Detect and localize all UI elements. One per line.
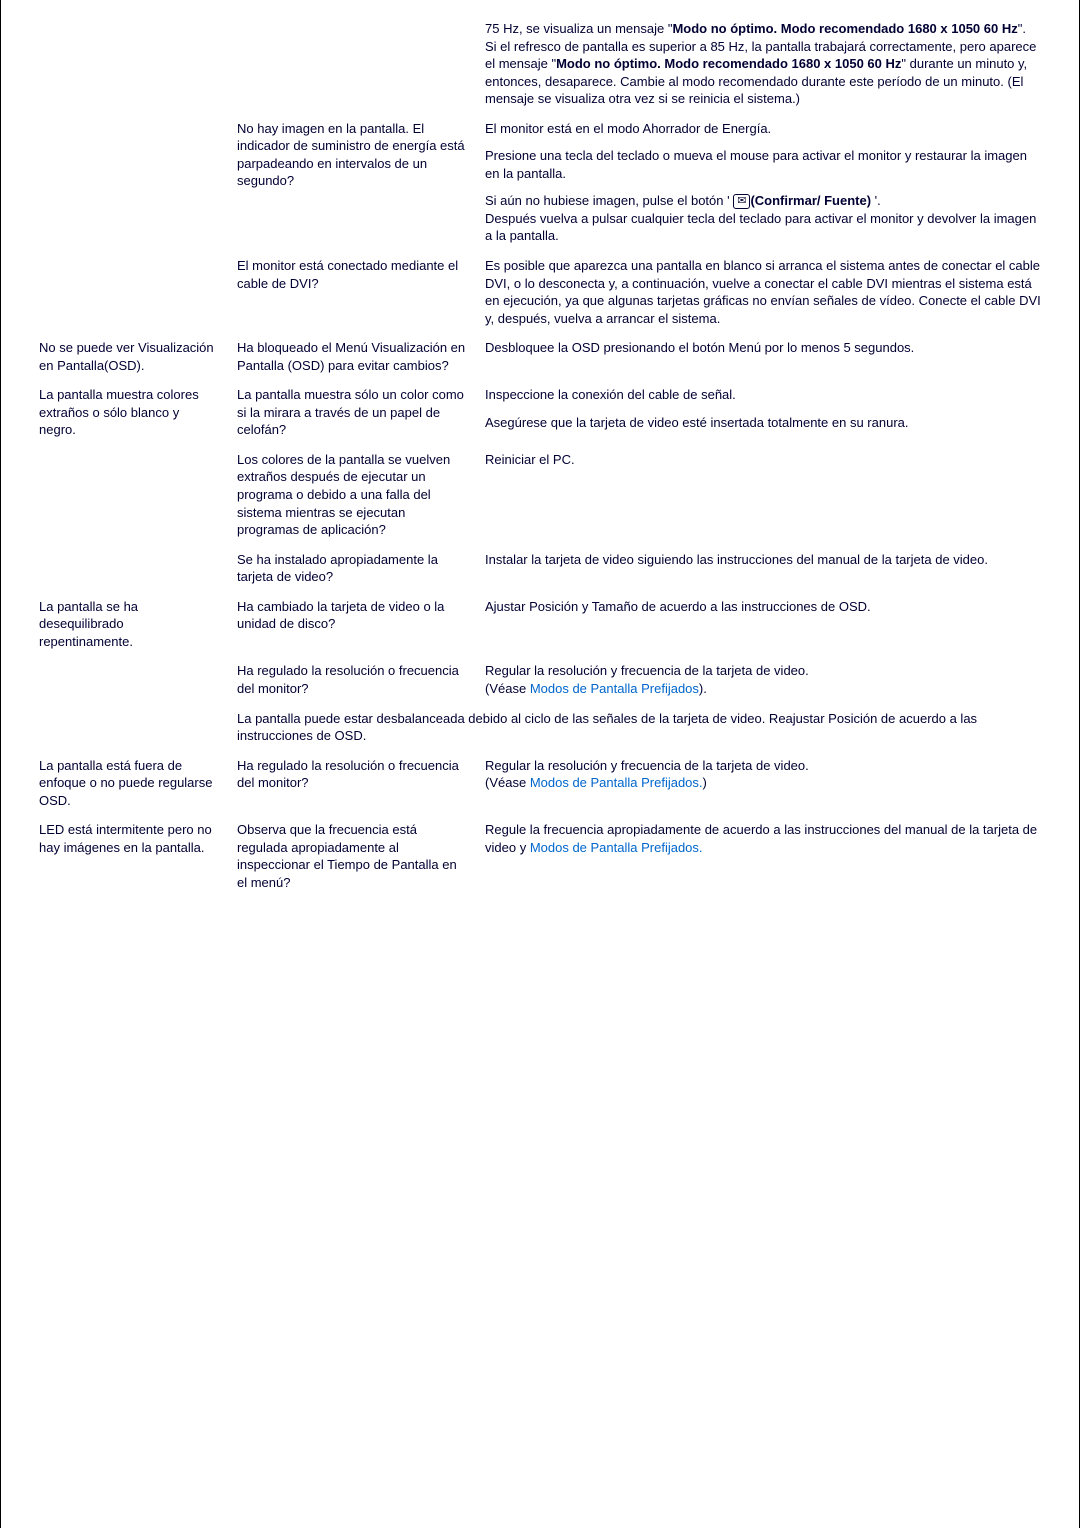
question-cell: Se ha instalado apropiadamente la tarjet…	[237, 551, 467, 586]
solution-cell: Instalar la tarjeta de video siguiendo l…	[485, 551, 1041, 569]
solution-cell: Es posible que aparezca una pantalla en …	[485, 257, 1041, 327]
table-row: No hay imagen en la pantalla. El indicad…	[39, 120, 1041, 245]
table-row: La pantalla puede estar desbalanceada de…	[39, 710, 1041, 745]
table-row: 75 Hz, se visualiza un mensaje "Modo no …	[39, 20, 1041, 108]
solution-paragraph: Instalar la tarjeta de video siguiendo l…	[485, 551, 1041, 569]
solution-paragraph: Regular la resolución y frecuencia de la…	[485, 662, 1041, 697]
table-row: La pantalla está fuera de enfoque o no p…	[39, 757, 1041, 810]
question-cell: Ha cambiado la tarjeta de video o la uni…	[237, 598, 467, 633]
table-row: No se puede ver Visualización en Pantall…	[39, 339, 1041, 374]
table-row: El monitor está conectado mediante el ca…	[39, 257, 1041, 327]
solution-paragraph: 75 Hz, se visualiza un mensaje "Modo no …	[485, 20, 1041, 108]
note-cell: La pantalla puede estar desbalanceada de…	[237, 710, 1041, 745]
solution-paragraph: Regular la resolución y frecuencia de la…	[485, 757, 1041, 792]
table-row: Ha regulado la resolución o frecuencia d…	[39, 662, 1041, 697]
solution-paragraph: Regule la frecuencia apropiadamente de a…	[485, 821, 1041, 856]
troubleshooting-table: 75 Hz, se visualiza un mensaje "Modo no …	[0, 0, 1080, 1528]
table-row: Se ha instalado apropiadamente la tarjet…	[39, 551, 1041, 586]
symptom-cell: No se puede ver Visualización en Pantall…	[39, 339, 219, 374]
table-row: Los colores de la pantalla se vuelven ex…	[39, 451, 1041, 539]
solution-paragraph: Asegúrese que la tarjeta de video esté i…	[485, 414, 1041, 432]
solution-cell: Regule la frecuencia apropiadamente de a…	[485, 821, 1041, 856]
solution-cell: Regular la resolución y frecuencia de la…	[485, 757, 1041, 792]
symptom-cell: La pantalla se ha desequilibrado repenti…	[39, 598, 219, 651]
question-cell: No hay imagen en la pantalla. El indicad…	[237, 120, 467, 190]
solution-cell: Desbloquee la OSD presionando el botón M…	[485, 339, 1041, 357]
question-cell: El monitor está conectado mediante el ca…	[237, 257, 467, 292]
solution-paragraph: Si aún no hubiese imagen, pulse el botón…	[485, 192, 1041, 245]
solution-cell: 75 Hz, se visualiza un mensaje "Modo no …	[485, 20, 1041, 108]
question-cell: Ha regulado la resolución o frecuencia d…	[237, 757, 467, 792]
table-row: LED está intermitente pero no hay imágen…	[39, 821, 1041, 891]
symptom-cell: La pantalla muestra colores extraños o s…	[39, 386, 219, 439]
solution-paragraph: El monitor está en el modo Ahorrador de …	[485, 120, 1041, 138]
solution-cell: Regular la resolución y frecuencia de la…	[485, 662, 1041, 697]
table-row: La pantalla se ha desequilibrado repenti…	[39, 598, 1041, 651]
question-cell: Observa que la frecuencia está regulada …	[237, 821, 467, 891]
solution-cell: Reiniciar el PC.	[485, 451, 1041, 469]
solution-paragraph: Es posible que aparezca una pantalla en …	[485, 257, 1041, 327]
solution-paragraph: Inspeccione la conexión del cable de señ…	[485, 386, 1041, 404]
solution-cell: Ajustar Posición y Tamaño de acuerdo a l…	[485, 598, 1041, 616]
question-cell: Ha bloqueado el Menú Visualización en Pa…	[237, 339, 467, 374]
question-cell: La pantalla muestra sólo un color como s…	[237, 386, 467, 439]
solution-paragraph: Ajustar Posición y Tamaño de acuerdo a l…	[485, 598, 1041, 616]
question-cell: Ha regulado la resolución o frecuencia d…	[237, 662, 467, 697]
symptom-cell: La pantalla está fuera de enfoque o no p…	[39, 757, 219, 810]
solution-paragraph: Reiniciar el PC.	[485, 451, 1041, 469]
solution-paragraph: Desbloquee la OSD presionando el botón M…	[485, 339, 1041, 357]
symptom-cell: LED está intermitente pero no hay imágen…	[39, 821, 219, 856]
question-cell: Los colores de la pantalla se vuelven ex…	[237, 451, 467, 539]
solution-cell: Inspeccione la conexión del cable de señ…	[485, 386, 1041, 431]
solution-paragraph: Presione una tecla del teclado o mueva e…	[485, 147, 1041, 182]
solution-cell: El monitor está en el modo Ahorrador de …	[485, 120, 1041, 245]
table-row: La pantalla muestra colores extraños o s…	[39, 386, 1041, 439]
